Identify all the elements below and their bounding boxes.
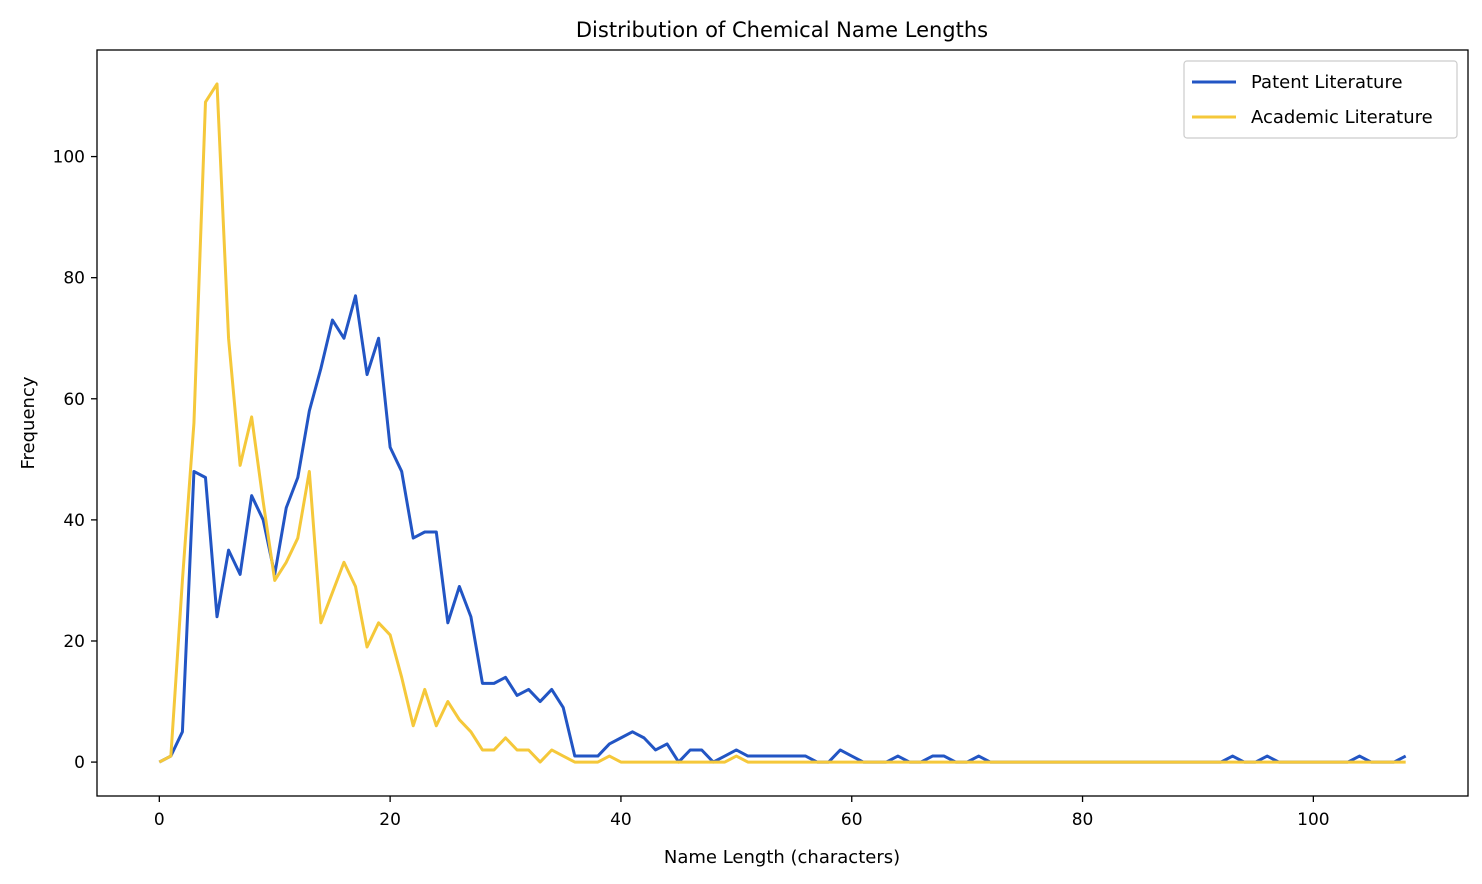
- x-tick-label: 80: [1072, 810, 1094, 830]
- series-line-patent: [158, 294, 1407, 764]
- y-tick-label: 80: [63, 269, 85, 289]
- chart-title: Distribution of Chemical Name Lengths: [576, 18, 988, 42]
- plot-frame: [96, 49, 1469, 797]
- plot-area: [96, 49, 1469, 797]
- legend-entry-label: Patent Literature: [1251, 72, 1403, 93]
- series-line-academic: [158, 82, 1406, 764]
- y-tick-label: 60: [63, 390, 85, 410]
- x-tick-label: 0: [154, 810, 165, 830]
- legend: Patent Literature Academic Literature: [1183, 60, 1458, 139]
- x-tick-label: 100: [1297, 810, 1329, 830]
- y-tick-label: 100: [53, 148, 85, 168]
- y-tick-label: 40: [63, 511, 85, 531]
- x-axis: 0 20 40 60 80 100: [154, 796, 1330, 830]
- legend-box: [1183, 60, 1458, 139]
- y-tick-label: 0: [74, 753, 85, 773]
- y-axis-title: Frequency: [18, 376, 39, 469]
- x-tick-label: 60: [841, 810, 863, 830]
- y-tick-label: 20: [63, 632, 85, 652]
- x-tick-label: 20: [379, 810, 401, 830]
- x-tick-label: 40: [610, 810, 632, 830]
- x-axis-title: Name Length (characters): [664, 847, 900, 868]
- legend-entry-label: Academic Literature: [1251, 107, 1433, 128]
- y-axis: 0 20 40 60 80 100: [53, 148, 97, 773]
